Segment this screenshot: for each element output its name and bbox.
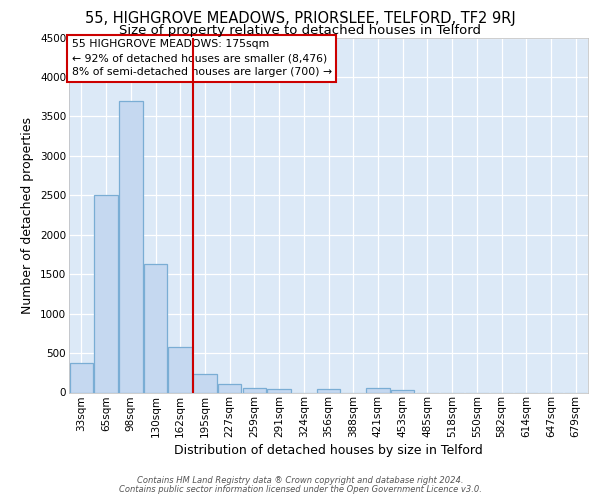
Bar bbox=[193, 374, 217, 392]
Bar bbox=[391, 390, 415, 392]
Bar bbox=[119, 100, 143, 393]
Y-axis label: Number of detached properties: Number of detached properties bbox=[22, 116, 34, 314]
Text: 55, HIGHGROVE MEADOWS, PRIORSLEE, TELFORD, TF2 9RJ: 55, HIGHGROVE MEADOWS, PRIORSLEE, TELFOR… bbox=[85, 11, 515, 26]
Bar bbox=[366, 388, 389, 392]
Text: Contains HM Land Registry data ® Crown copyright and database right 2024.: Contains HM Land Registry data ® Crown c… bbox=[137, 476, 463, 485]
Bar bbox=[268, 390, 291, 392]
Bar bbox=[70, 362, 93, 392]
Text: 55 HIGHGROVE MEADOWS: 175sqm
← 92% of detached houses are smaller (8,476)
8% of : 55 HIGHGROVE MEADOWS: 175sqm ← 92% of de… bbox=[71, 40, 332, 78]
Text: Contains public sector information licensed under the Open Government Licence v3: Contains public sector information licen… bbox=[119, 484, 481, 494]
X-axis label: Distribution of detached houses by size in Telford: Distribution of detached houses by size … bbox=[174, 444, 483, 458]
Bar bbox=[242, 388, 266, 392]
Text: Size of property relative to detached houses in Telford: Size of property relative to detached ho… bbox=[119, 24, 481, 37]
Bar bbox=[94, 196, 118, 392]
Bar bbox=[169, 346, 192, 393]
Bar bbox=[218, 384, 241, 392]
Bar bbox=[144, 264, 167, 392]
Bar bbox=[317, 390, 340, 392]
